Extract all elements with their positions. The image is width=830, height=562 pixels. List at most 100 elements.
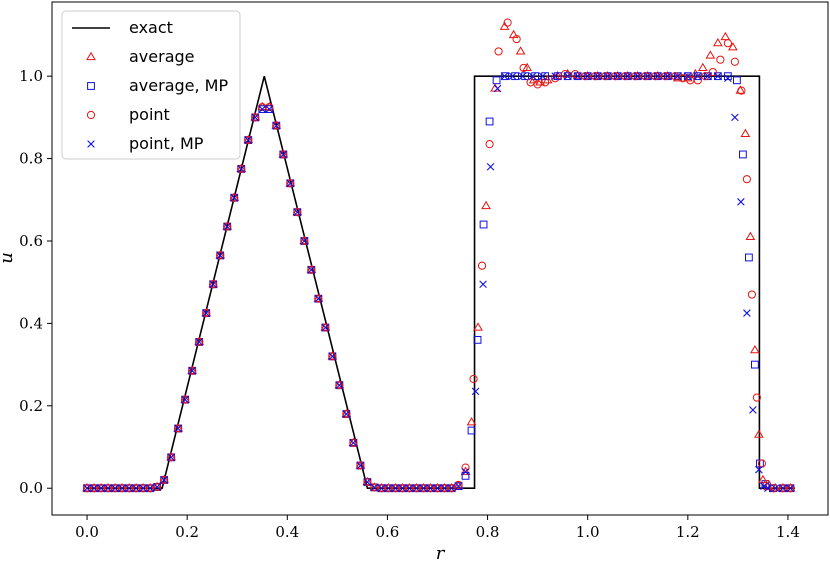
- average-point: [103, 483, 113, 492]
- point-mp-point: [321, 323, 330, 332]
- point-point: [293, 208, 302, 217]
- point-mp-point: [195, 338, 203, 346]
- point-mp-point: [356, 461, 365, 470]
- series-point-mp: [83, 72, 795, 493]
- average-point: [285, 178, 296, 187]
- point-mp-point: [370, 483, 379, 492]
- point-mp-point: [613, 72, 622, 80]
- point-mp-point: [724, 74, 732, 83]
- point-point: [651, 72, 660, 81]
- point-mp-point: [90, 484, 98, 493]
- point-point: [786, 484, 795, 493]
- point-mp-point: [440, 484, 449, 493]
- x-tick-label: 0.6: [376, 523, 400, 541]
- average-point: [229, 192, 240, 201]
- point-mp-point: [363, 478, 372, 486]
- point-mp-point: [623, 72, 632, 80]
- point-mp-point: [188, 366, 196, 375]
- average-point: [313, 293, 324, 302]
- point-mp-point: [216, 251, 225, 260]
- average-point: [778, 483, 788, 492]
- legend-item-point: point: [86, 105, 170, 124]
- point-mp-point: [603, 72, 612, 80]
- point-point: [485, 140, 494, 149]
- point-mp-point: [146, 484, 154, 493]
- average-point: [236, 163, 247, 172]
- point-mp-point: [643, 72, 652, 80]
- point-mp-point: [760, 482, 768, 490]
- point-point: [230, 193, 239, 202]
- point-point: [188, 366, 197, 375]
- point-mp-point: [493, 84, 502, 93]
- average-mp-point: [623, 72, 632, 81]
- average-mp-point: [501, 72, 509, 81]
- average-mp-point: [643, 72, 652, 81]
- x-axis-label: r: [436, 543, 446, 562]
- average-point: [785, 483, 796, 492]
- y-tick-label: 0.4: [19, 314, 43, 332]
- y-tick-label: 1.0: [19, 67, 43, 85]
- average-mp-point: [473, 335, 482, 344]
- average-point: [397, 483, 408, 492]
- average-mp-point: [723, 72, 732, 81]
- average-point: [425, 483, 436, 492]
- point-mp-point: [737, 198, 745, 206]
- point-point: [349, 438, 358, 447]
- x-tick-label: 1.0: [576, 523, 600, 541]
- average-point: [745, 231, 756, 240]
- y-tick-label: 0.2: [19, 397, 43, 415]
- average-mp-point: [744, 253, 753, 262]
- point-mp-point: [500, 72, 509, 80]
- point-point: [363, 477, 372, 487]
- point-mp-point: [335, 381, 344, 389]
- legend-label: average: [129, 47, 195, 66]
- point-point: [671, 72, 680, 81]
- average-point: [535, 77, 545, 86]
- legend-item-exact: exact: [72, 18, 173, 37]
- average-point: [404, 483, 415, 492]
- point-point: [742, 175, 751, 184]
- legend-label: average, MP: [129, 76, 228, 95]
- average-point: [82, 483, 92, 492]
- average-point: [728, 42, 738, 51]
- point-mp-point: [538, 72, 547, 80]
- point-point: [307, 265, 316, 274]
- average-point: [306, 264, 317, 273]
- average-point: [473, 322, 483, 331]
- point-point: [314, 294, 323, 303]
- point-mp-point: [209, 280, 217, 289]
- legend-swatch-triangle: [86, 51, 96, 61]
- average-mp-point: [603, 72, 612, 81]
- average-mp-point: [683, 72, 692, 81]
- point-mp-point: [97, 484, 105, 493]
- point-point: [447, 484, 456, 493]
- average-point: [117, 483, 127, 492]
- point-point: [244, 135, 253, 145]
- average-point: [299, 235, 310, 245]
- point-mp-point: [684, 72, 692, 80]
- y-axis-label: u: [0, 252, 17, 264]
- point-mp-point: [139, 484, 147, 493]
- average-mp-point: [521, 72, 530, 81]
- point-point: [533, 80, 542, 89]
- point-mp-point: [391, 484, 400, 493]
- point-point: [328, 352, 337, 361]
- x-tick-label: 0.8: [476, 523, 500, 541]
- average-point: [390, 483, 401, 492]
- average-point: [222, 221, 233, 230]
- average-point: [215, 250, 226, 259]
- point-mp-point: [653, 72, 662, 80]
- x-tick-label: 0.0: [75, 523, 99, 541]
- average-point: [341, 408, 352, 418]
- average-point: [334, 380, 345, 389]
- point-mp-point: [300, 237, 309, 245]
- point-point: [716, 55, 725, 64]
- average-point: [166, 452, 177, 461]
- point-point: [661, 72, 670, 81]
- point-mp-point: [181, 395, 189, 404]
- point-point: [512, 34, 521, 44]
- point-mp-point: [771, 484, 780, 493]
- point-point: [551, 74, 560, 83]
- x-tick-label: 0.2: [175, 523, 199, 541]
- point-point: [174, 424, 183, 433]
